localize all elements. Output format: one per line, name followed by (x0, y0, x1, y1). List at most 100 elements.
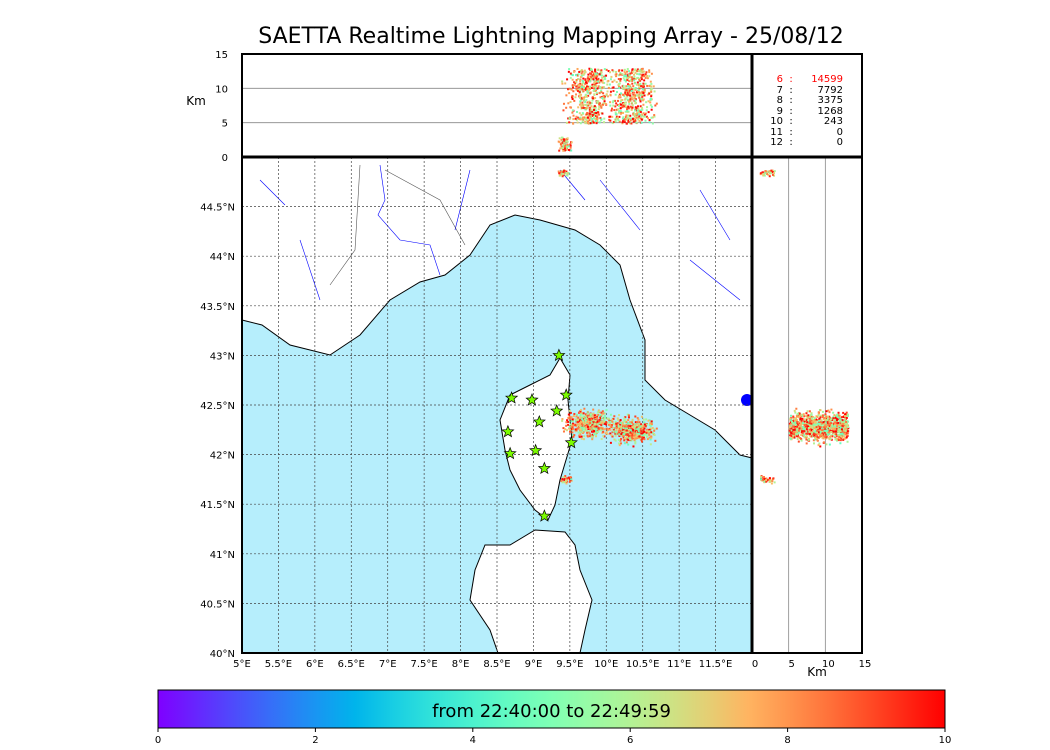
lightning-point-altitude (625, 76, 628, 79)
lightning-point-side (832, 411, 835, 414)
lightning-point-altitude (572, 114, 575, 117)
lightning-point-side (847, 432, 850, 435)
lightning-point-side (815, 433, 818, 436)
lightning-point-map (598, 414, 601, 417)
lightning-point-altitude (627, 114, 630, 117)
lightning-point-altitude (601, 96, 604, 99)
lightning-point-altitude (627, 120, 630, 123)
lightning-point-map (573, 412, 576, 415)
lightning-point-side (845, 411, 848, 414)
lightning-point-altitude (626, 68, 629, 71)
lightning-point-side (824, 433, 827, 436)
lightning-point-altitude (621, 122, 624, 125)
lightning-point-altitude (629, 89, 632, 92)
lightning-point-altitude (587, 89, 590, 92)
lightning-point-altitude (575, 93, 578, 96)
lightning-point-side (809, 420, 812, 423)
lightning-point-altitude (644, 73, 647, 76)
lightning-point-map (636, 424, 639, 427)
lightning-point-side (833, 427, 836, 430)
lightning-point-map (627, 425, 630, 428)
lightning-point-side (838, 418, 841, 421)
lightning-point-side (818, 422, 821, 425)
lightning-point-map (623, 439, 626, 442)
lightning-point-altitude (624, 98, 627, 101)
lightning-point-altitude (632, 120, 635, 123)
lightning-point-altitude (578, 95, 581, 98)
lightning-point-side (790, 419, 793, 422)
lightning-point-altitude (563, 139, 566, 142)
lightning-point-altitude (631, 79, 634, 82)
lightning-point-altitude (589, 101, 592, 104)
lightning-point-map (580, 435, 583, 438)
lightning-point-altitude (648, 119, 651, 122)
lightning-point-altitude (628, 102, 631, 105)
lightning-point-altitude (618, 111, 621, 114)
lightning-point-map (634, 437, 637, 440)
lightning-point-map (562, 171, 565, 174)
lightning-point-side (825, 436, 828, 439)
lightning-point-side (797, 429, 800, 432)
lightning-point-map (563, 169, 566, 172)
lightning-point-map (584, 415, 587, 418)
lightning-point-altitude (598, 105, 601, 108)
lightning-point-altitude (628, 76, 631, 79)
lightning-point-altitude (593, 114, 596, 117)
lightning-point-altitude (562, 149, 565, 152)
lightning-point-map (572, 415, 575, 418)
lightning-point-side (840, 420, 843, 423)
lightning-point-side (796, 430, 799, 433)
lightning-point-side (807, 427, 810, 430)
lightning-point-map (576, 420, 579, 423)
lightning-point-altitude (634, 87, 637, 90)
lightning-point-altitude (640, 118, 643, 121)
lightning-point-altitude (589, 122, 592, 125)
lon-tick-label: 10.5°E (626, 659, 660, 670)
lightning-point-side (807, 430, 810, 433)
lightning-point-side (807, 420, 810, 423)
lightning-point-altitude (603, 86, 606, 89)
lightning-point-map (633, 428, 636, 431)
lightning-point-altitude (574, 117, 577, 120)
lightning-point-altitude (631, 117, 634, 120)
lightning-point-altitude (633, 113, 636, 116)
lightning-point-side (836, 426, 839, 429)
lightning-point-altitude (650, 72, 653, 75)
lightning-point-altitude (618, 120, 621, 123)
lightning-point-side (831, 424, 834, 427)
lightning-point-map (569, 428, 572, 431)
lightning-point-altitude (621, 103, 624, 106)
lightning-point-altitude (630, 89, 633, 92)
lightning-point-map (625, 425, 628, 428)
lightning-point-altitude (639, 100, 642, 103)
lightning-point-map (598, 420, 601, 423)
lightning-point-map (641, 426, 644, 429)
lat-tick-label: 40°N (210, 649, 235, 660)
lightning-point-side (763, 480, 766, 483)
lightning-point-map (583, 407, 586, 410)
stats-level: 9 (776, 105, 783, 117)
lightning-point-altitude (583, 72, 586, 75)
lightning-point-map (633, 434, 636, 437)
lightning-point-altitude (617, 96, 620, 99)
lightning-point-map (565, 174, 568, 177)
lightning-point-side (814, 426, 817, 429)
lightning-point-altitude (569, 100, 572, 103)
lightning-point-map (557, 170, 560, 173)
lightning-point-altitude (626, 75, 629, 78)
lightning-point-altitude (615, 81, 618, 84)
lightning-point-altitude (627, 93, 630, 96)
lightning-point-side (771, 171, 774, 174)
lightning-point-map (594, 429, 597, 432)
lightning-point-altitude (650, 116, 653, 119)
lightning-point-altitude (644, 76, 647, 79)
lightning-point-altitude (646, 106, 649, 109)
colorbar-tick-label: 4 (470, 735, 476, 746)
lightning-point-map (612, 422, 615, 425)
lightning-point-altitude (566, 140, 569, 143)
lightning-point-map (606, 432, 609, 435)
alt-tick-label: 15 (215, 50, 228, 61)
lightning-point-side (818, 427, 821, 430)
lightning-point-altitude (595, 75, 598, 78)
lightning-point-altitude (623, 118, 626, 121)
